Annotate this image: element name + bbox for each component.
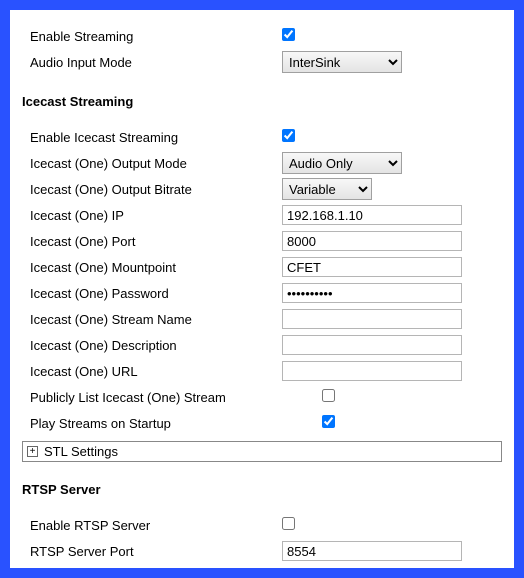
publicly-list-label: Publicly List Icecast (One) Stream: [22, 390, 322, 405]
expand-icon: +: [27, 446, 38, 457]
icecast-description-input[interactable]: [282, 335, 462, 355]
play-on-startup-checkbox[interactable]: [322, 415, 335, 428]
icecast-stream-name-label: Icecast (One) Stream Name: [22, 312, 282, 327]
stl-settings-expander[interactable]: + STL Settings: [22, 441, 502, 462]
icecast-section-title: Icecast Streaming: [22, 94, 502, 109]
enable-streaming-checkbox[interactable]: [282, 28, 295, 41]
enable-rtsp-checkbox[interactable]: [282, 517, 295, 530]
publicly-list-checkbox[interactable]: [322, 389, 335, 402]
icecast-password-label: Icecast (One) Password: [22, 286, 282, 301]
stl-settings-label: STL Settings: [44, 444, 118, 459]
enable-icecast-label: Enable Icecast Streaming: [22, 130, 282, 145]
icecast-output-mode-select[interactable]: Audio Only: [282, 152, 402, 174]
icecast-url-label: Icecast (One) URL: [22, 364, 282, 379]
icecast-password-input[interactable]: [282, 283, 462, 303]
icecast-mountpoint-input[interactable]: [282, 257, 462, 277]
icecast-port-input[interactable]: [282, 231, 462, 251]
icecast-output-bitrate-select[interactable]: Variable: [282, 178, 372, 200]
audio-input-mode-label: Audio Input Mode: [22, 55, 282, 70]
enable-rtsp-label: Enable RTSP Server: [22, 518, 282, 533]
icecast-output-bitrate-label: Icecast (One) Output Bitrate: [22, 182, 282, 197]
icecast-ip-label: Icecast (One) IP: [22, 208, 282, 223]
icecast-output-mode-label: Icecast (One) Output Mode: [22, 156, 282, 171]
play-on-startup-label: Play Streams on Startup: [22, 416, 322, 431]
icecast-port-label: Icecast (One) Port: [22, 234, 282, 249]
icecast-description-label: Icecast (One) Description: [22, 338, 282, 353]
settings-panel: Enable Streaming Audio Input Mode InterS…: [10, 10, 514, 568]
rtsp-port-label: RTSP Server Port: [22, 544, 282, 559]
icecast-mountpoint-label: Icecast (One) Mountpoint: [22, 260, 282, 275]
audio-input-mode-select[interactable]: InterSink: [282, 51, 402, 73]
rtsp-section-title: RTSP Server: [22, 482, 502, 497]
icecast-url-input[interactable]: [282, 361, 462, 381]
icecast-ip-input[interactable]: [282, 205, 462, 225]
icecast-stream-name-input[interactable]: [282, 309, 462, 329]
enable-icecast-checkbox[interactable]: [282, 129, 295, 142]
rtsp-port-input[interactable]: [282, 541, 462, 561]
enable-streaming-label: Enable Streaming: [22, 29, 282, 44]
